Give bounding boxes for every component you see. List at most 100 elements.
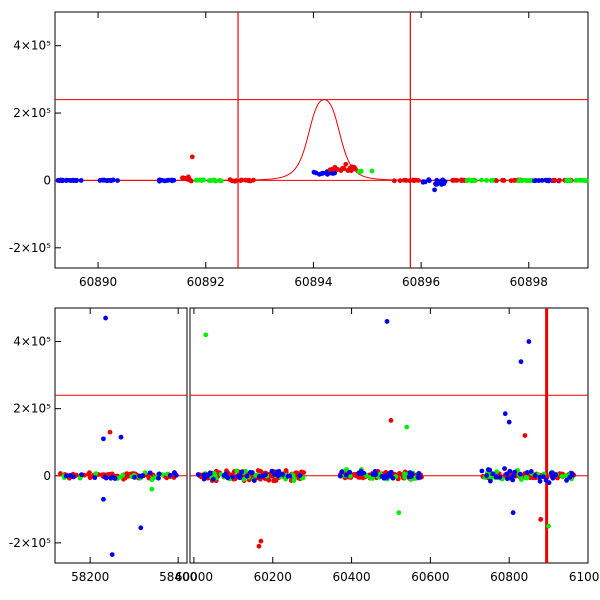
data-point-green [563, 473, 569, 478]
data-point-red [283, 468, 289, 473]
data-point-blue [63, 473, 69, 479]
data-point-green [356, 169, 362, 174]
data-point-green [149, 477, 155, 483]
data-point-blue [97, 178, 103, 183]
data-point-blue [337, 473, 343, 479]
y-tick-label: 4×10⁵ [13, 39, 51, 53]
data-point-blue [339, 469, 345, 475]
data-point-blue [417, 474, 423, 480]
bottom-segment-frame [54, 307, 188, 564]
data-point-green [291, 478, 297, 483]
data-point-blue [543, 177, 549, 183]
data-point-blue [549, 474, 555, 480]
data-point-blue [244, 473, 250, 479]
data-point-blue [550, 470, 556, 476]
top-panel: -2×10⁵ 0 2×10⁵ 4×10⁵ 60890 60892 60894 60896 608… [9, 11, 589, 289]
data-point-green [369, 168, 375, 174]
data-point-blue [487, 467, 493, 473]
y-tick-label: -2×10⁵ [9, 536, 51, 550]
data-point-blue [507, 468, 513, 474]
data-point-blue [139, 473, 145, 479]
data-point-blue [504, 476, 510, 482]
x-tick-label: 60600 [411, 570, 449, 584]
data-point-green [149, 486, 155, 492]
data-point-green [564, 177, 570, 183]
data-point-green [484, 177, 489, 183]
data-point-blue [432, 187, 437, 193]
data-point-green [347, 473, 353, 479]
data-point-blue [343, 472, 349, 478]
data-point-green [520, 177, 526, 183]
data-point-red [557, 177, 562, 183]
x-tick-label: 60000 [175, 570, 213, 584]
data-point-green [584, 178, 589, 184]
data-point-blue [358, 471, 364, 476]
data-point-blue [256, 474, 262, 479]
data-point-red [331, 166, 336, 172]
x-tick-label: 60894 [294, 275, 332, 289]
data-point-blue [387, 473, 393, 479]
x-tick-label: 61000 [569, 570, 600, 584]
data-point-green [490, 177, 496, 183]
data-point-blue [330, 171, 336, 176]
data-point-blue [512, 469, 518, 475]
data-point-red [343, 161, 349, 167]
data-point-green [464, 178, 470, 183]
data-point-blue [171, 177, 177, 183]
data-point-blue [442, 179, 448, 184]
data-point-blue [237, 473, 243, 478]
x-tick-label: 58400 [159, 570, 197, 584]
model-curve [55, 99, 588, 181]
data-point-red [247, 178, 253, 184]
data-point-green [217, 178, 222, 183]
data-point-blue [506, 419, 512, 425]
x-tick-label: 58200 [71, 570, 109, 584]
data-point-green [518, 475, 524, 481]
data-point-red [397, 471, 402, 476]
data-point-blue [103, 315, 108, 321]
data-point-blue [115, 178, 120, 183]
data-point-blue [504, 471, 510, 477]
data-point-blue [564, 477, 569, 483]
data-point-green [194, 177, 200, 183]
data-point-blue [63, 178, 69, 183]
data-point-blue [502, 411, 508, 417]
data-point-green [402, 471, 407, 477]
data-point-blue [537, 474, 543, 480]
data-point-green [199, 178, 204, 183]
data-point-blue [131, 474, 137, 480]
data-point-blue [74, 177, 80, 183]
data-point-green [203, 332, 209, 338]
data-point-green [234, 468, 240, 474]
y-tick-label: 0 [43, 173, 51, 187]
data-point-blue [110, 474, 116, 480]
data-point-red [349, 164, 355, 170]
data-point-blue [524, 470, 530, 475]
data-point-blue [569, 471, 575, 476]
data-point-blue [251, 478, 257, 483]
data-point-blue [539, 177, 545, 183]
data-point-blue [221, 473, 227, 478]
data-point-red [335, 167, 341, 172]
data-point-red [552, 177, 557, 183]
data-point-red [353, 166, 358, 172]
x-tick-label: 60896 [402, 275, 440, 289]
data-point-red [501, 178, 507, 183]
data-point-blue [487, 478, 493, 484]
data-point-blue [316, 171, 322, 177]
data-point-red [242, 177, 248, 183]
data-point-blue [532, 178, 537, 184]
data-point-blue [156, 471, 162, 477]
x-tick-label: 60800 [490, 570, 528, 584]
data-point-blue [79, 472, 84, 478]
data-point-red [189, 154, 195, 160]
data-point-blue [490, 471, 496, 477]
y-tick-label: 0 [43, 469, 51, 483]
data-point-green [580, 178, 586, 183]
data-point-blue [323, 170, 329, 176]
data-point-red [258, 538, 264, 544]
data-point-blue [156, 177, 162, 183]
data-point-blue [167, 472, 173, 478]
data-point-red [85, 471, 91, 477]
